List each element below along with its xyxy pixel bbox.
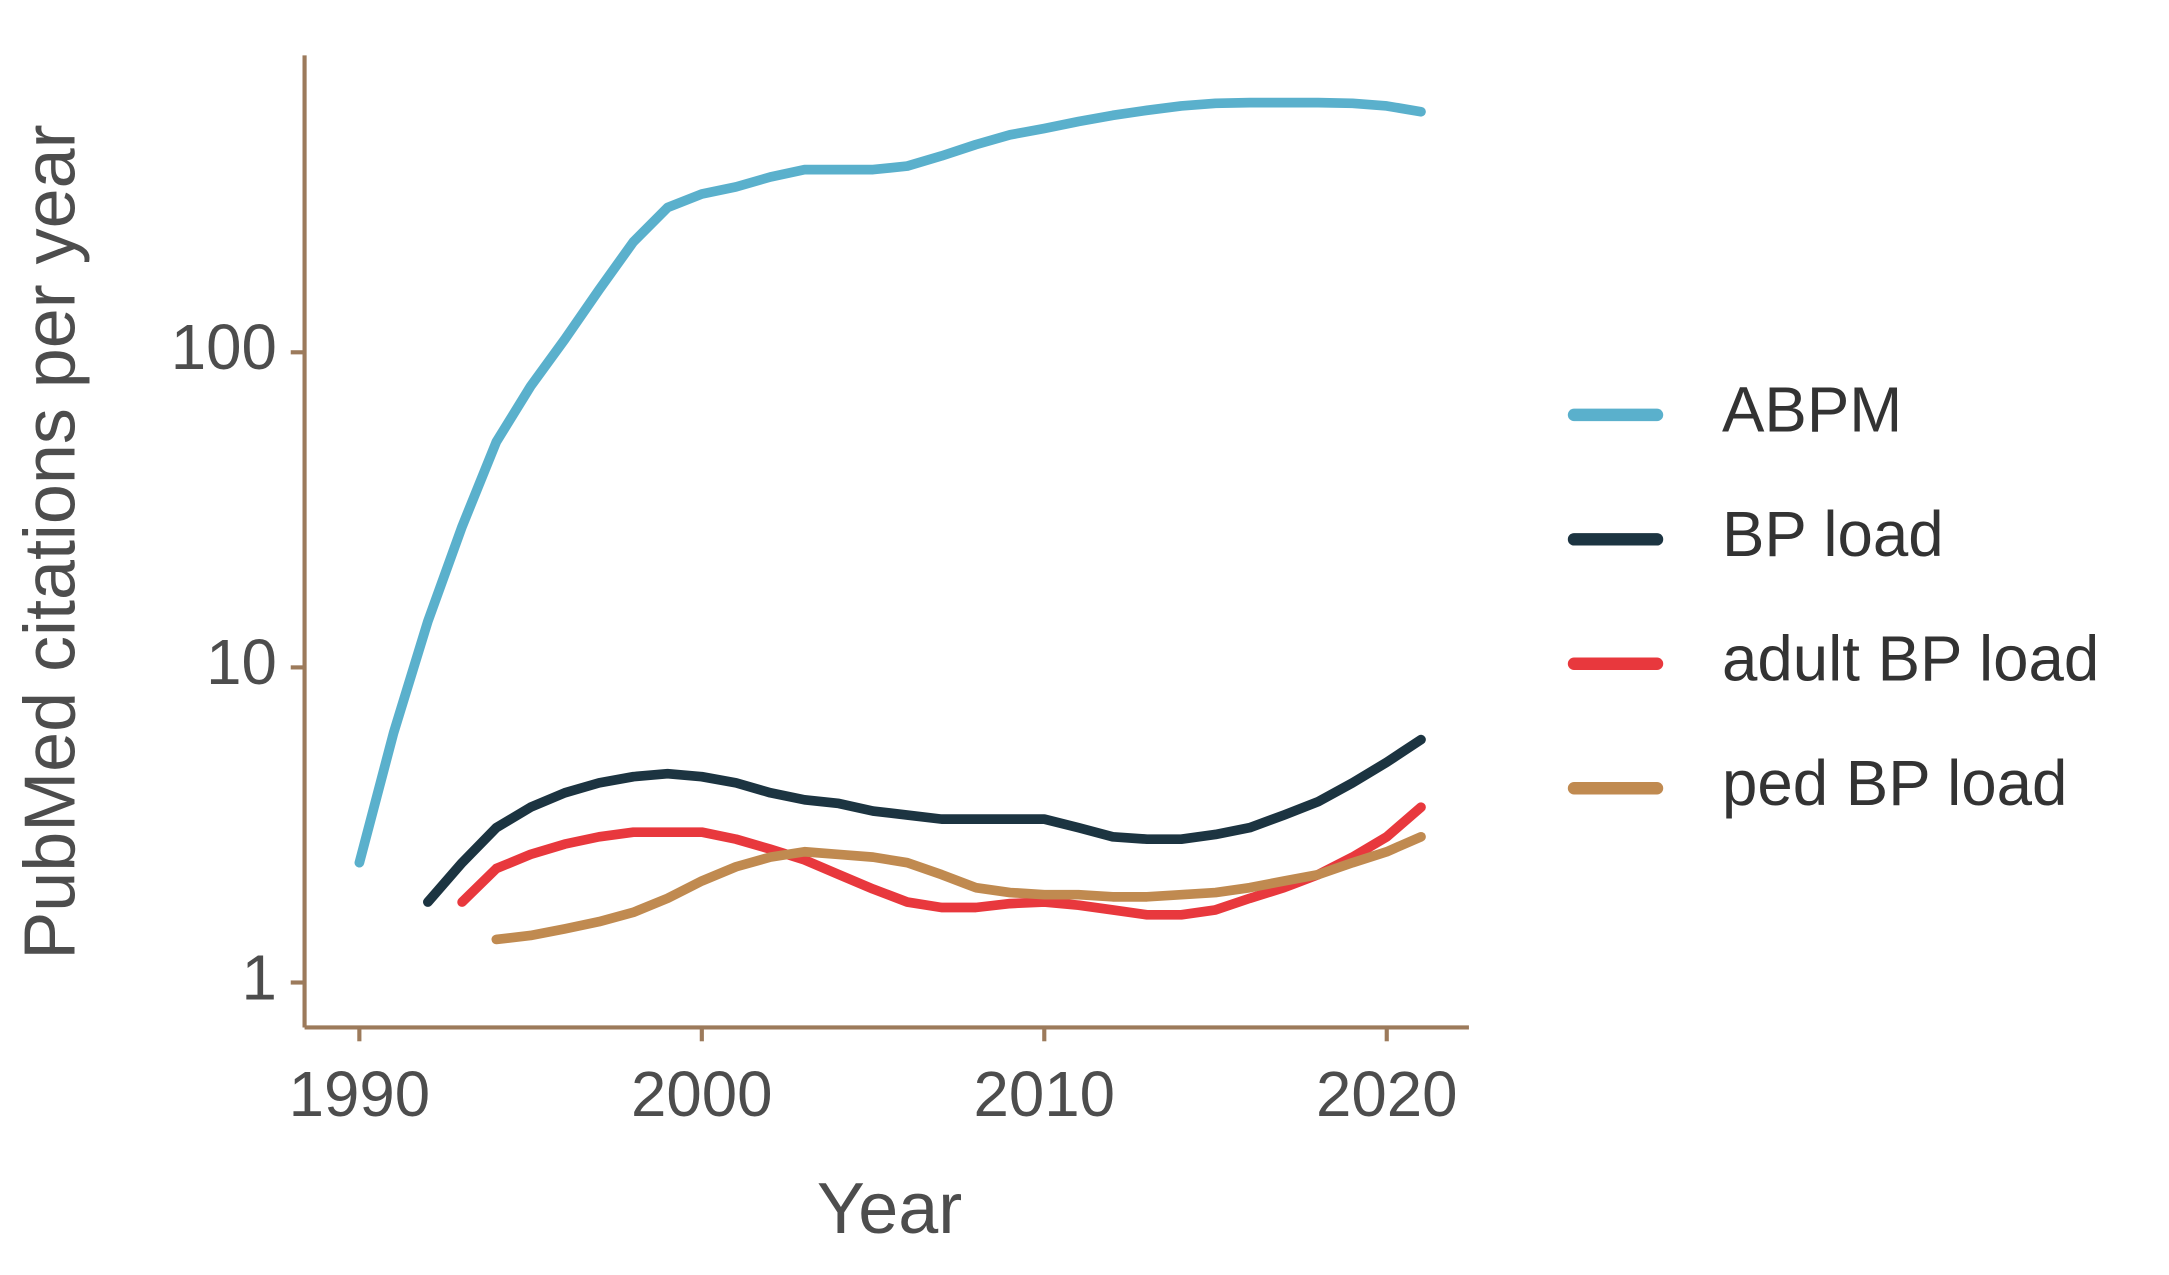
x-tick-label: 2010 xyxy=(974,1059,1116,1130)
series-line xyxy=(354,97,1426,868)
x-tick-label: 2000 xyxy=(631,1059,773,1130)
legend-label: BP load xyxy=(1722,499,1944,570)
legend-label: adult BP load xyxy=(1722,624,2099,695)
x-tick-label: 2020 xyxy=(1316,1059,1458,1130)
x-axis-title: Year xyxy=(817,1169,962,1249)
y-tick-label: 1 xyxy=(242,942,277,1013)
x-tick-label: 1990 xyxy=(289,1059,431,1130)
y-axis-title: PubMed citations per year xyxy=(11,124,91,959)
series-line xyxy=(491,831,1426,945)
legend-label: ped BP load xyxy=(1722,748,2067,819)
y-tick-label: 100 xyxy=(171,312,277,383)
legend-label: ABPM xyxy=(1722,375,1902,446)
series-line xyxy=(457,802,1426,920)
y-tick-label: 10 xyxy=(206,627,277,698)
series-line xyxy=(423,734,1426,907)
